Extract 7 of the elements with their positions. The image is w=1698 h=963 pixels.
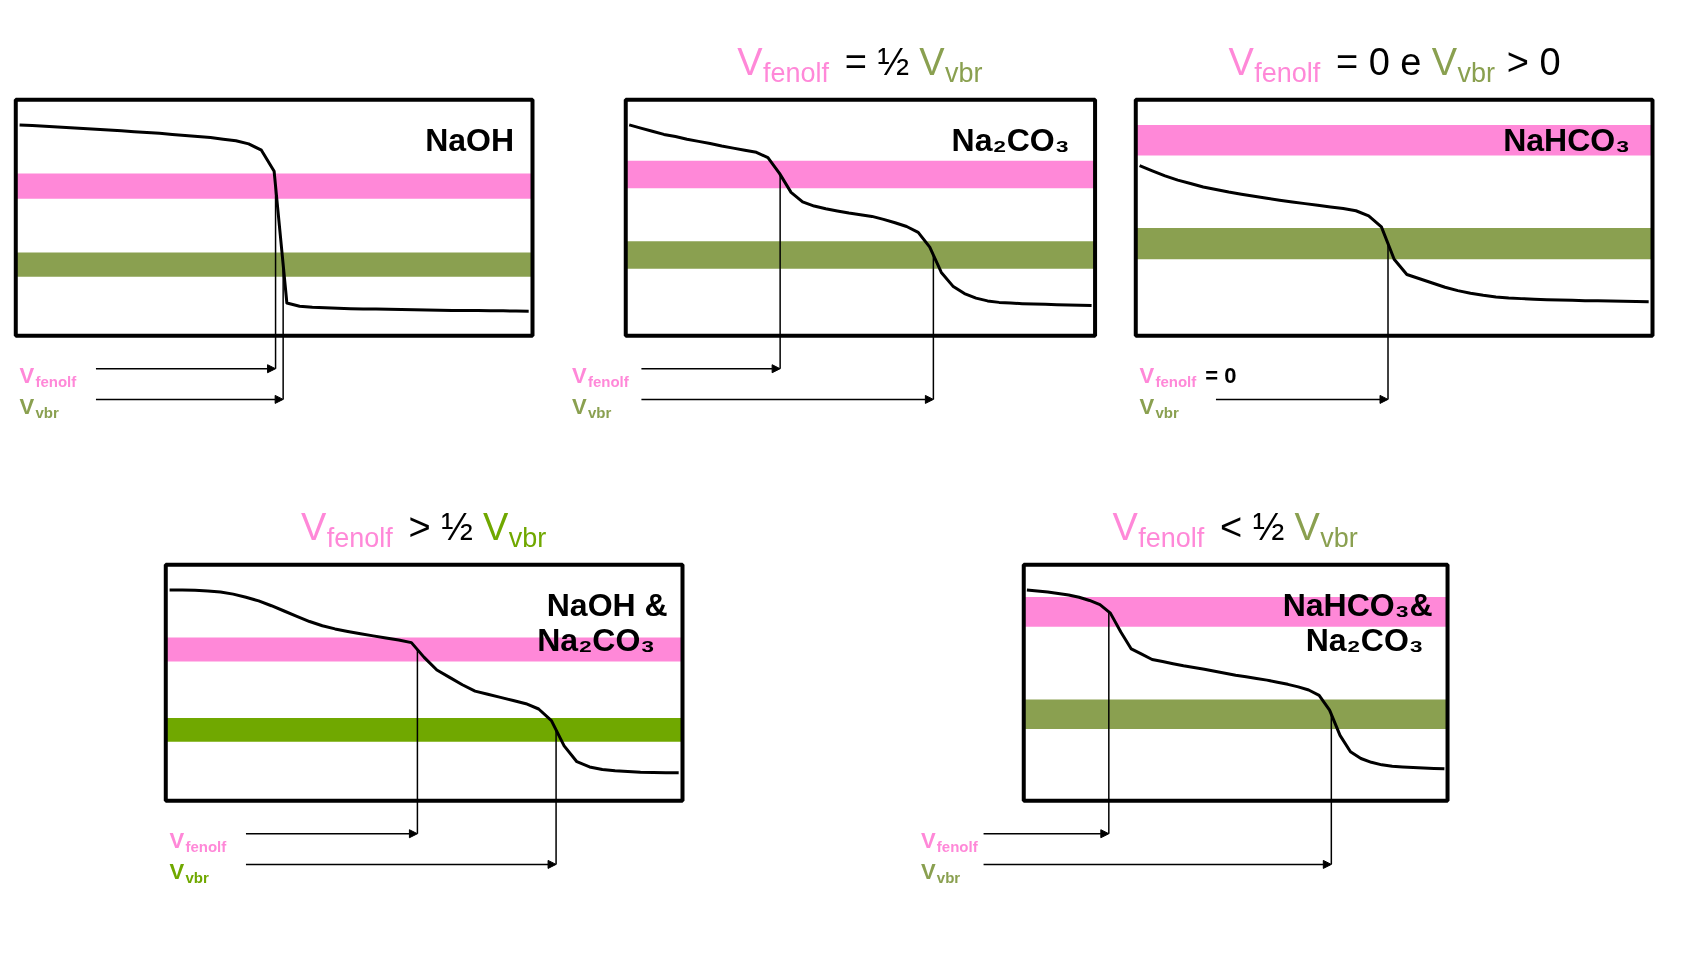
text: NaHCO₃ [1503, 121, 1630, 158]
annotation: Na₂CO₃ [537, 622, 656, 659]
annotation: NaOH & [546, 586, 668, 623]
annotation: NaHCO₃& [1282, 586, 1433, 623]
annotation: NaOH [425, 121, 515, 158]
annotation: Na₂CO₃ [1305, 622, 1424, 659]
annotation: Na₂CO₃ [951, 121, 1070, 158]
